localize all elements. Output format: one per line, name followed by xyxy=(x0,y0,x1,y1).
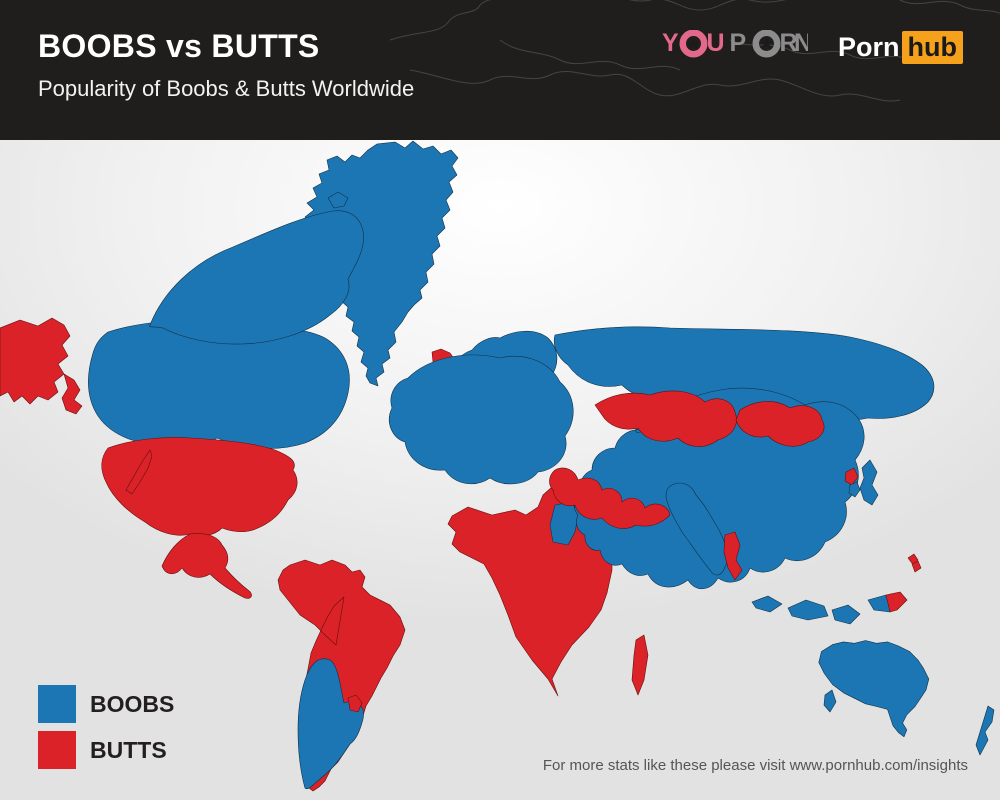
svg-text:P: P xyxy=(730,30,746,57)
svg-text:U: U xyxy=(707,30,725,57)
svg-text:N: N xyxy=(794,30,808,57)
svg-text:Y: Y xyxy=(662,30,679,57)
